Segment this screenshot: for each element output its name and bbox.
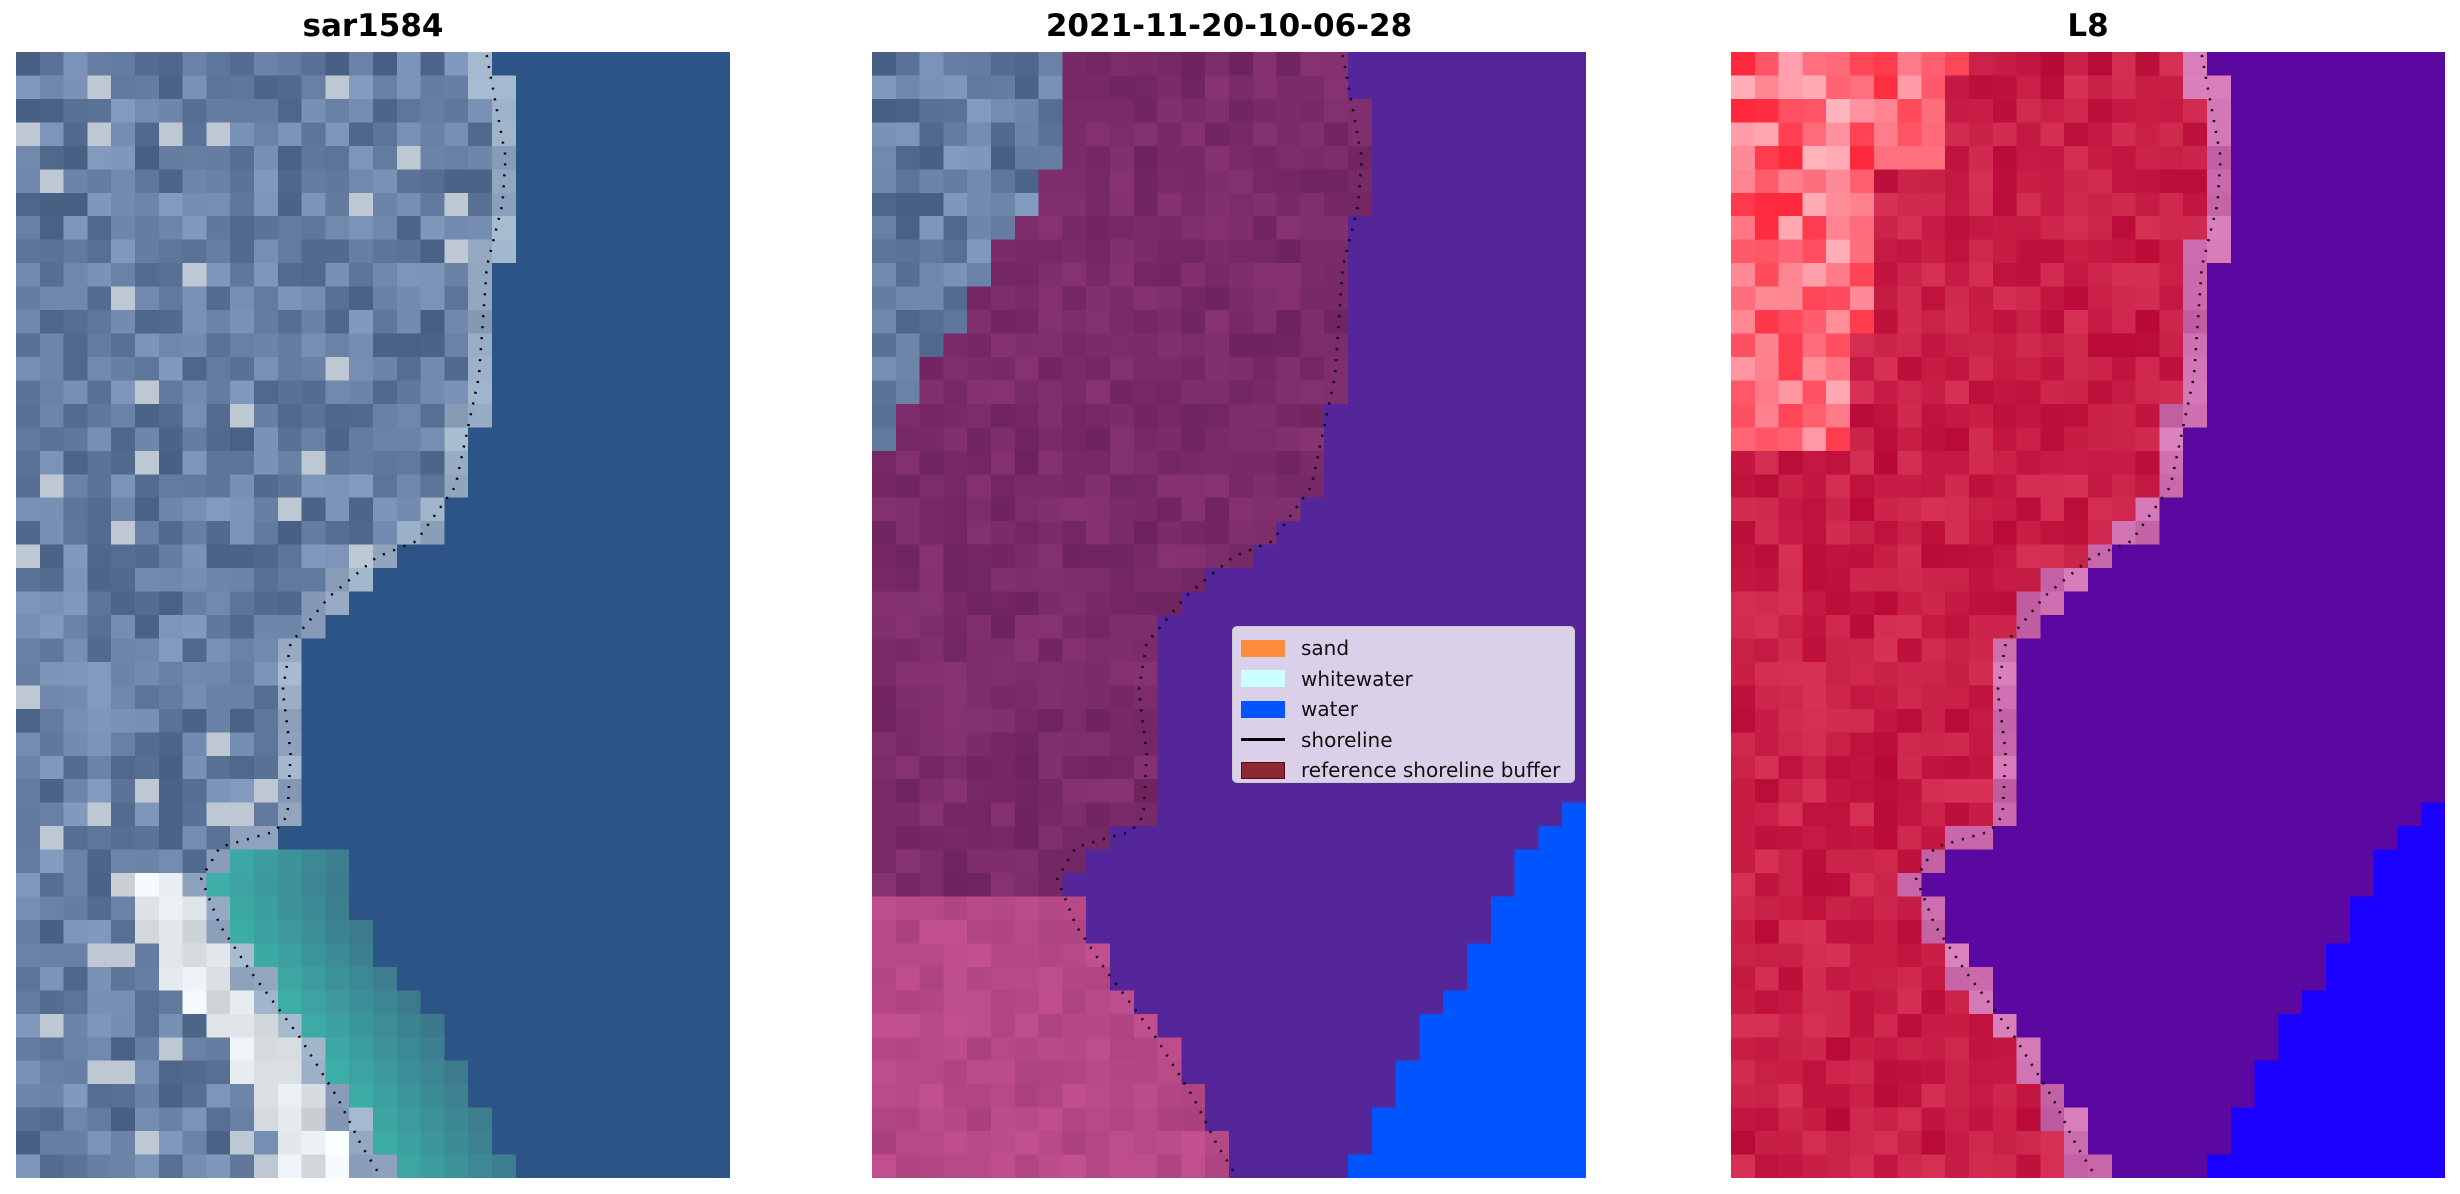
panel-title-sar1584: sar1584	[302, 8, 444, 44]
legend: sand whitewater water shoreline referenc…	[1232, 626, 1575, 783]
legend-item-shoreline: shoreline	[1241, 725, 1574, 756]
panel-title-l8: L8	[2067, 8, 2109, 44]
legend-label: whitewater	[1301, 666, 1413, 691]
legend-label: shoreline	[1301, 727, 1393, 752]
legend-line	[1241, 738, 1285, 742]
legend-item-whitewater: whitewater	[1241, 664, 1574, 695]
legend-label: reference shoreline buffer	[1301, 758, 1561, 783]
shoreline-overlay	[199, 54, 507, 1178]
rgb-image-panel	[16, 52, 730, 1178]
legend-item-reference-buffer: reference shoreline buffer	[1241, 755, 1574, 786]
legend-swatch	[1241, 700, 1285, 718]
shoreline-line	[1055, 54, 1363, 1178]
legend-swatch	[1241, 639, 1285, 657]
shoreline-overlay	[1914, 54, 2222, 1178]
shoreline-overlay	[1055, 54, 1363, 1178]
classified-image-panel	[872, 52, 1586, 1178]
legend-swatch	[1241, 761, 1285, 779]
shoreline-line	[199, 54, 507, 1178]
legend-item-water: water	[1241, 694, 1574, 725]
legend-swatch	[1241, 670, 1285, 688]
falsecolor-image-panel	[1731, 52, 2445, 1178]
legend-label: water	[1301, 697, 1358, 722]
shoreline-line	[1914, 54, 2222, 1178]
legend-item-sand: sand	[1241, 633, 1574, 664]
legend-label: sand	[1301, 636, 1350, 661]
panel-title-date: 2021-11-20-10-06-28	[1045, 8, 1413, 44]
